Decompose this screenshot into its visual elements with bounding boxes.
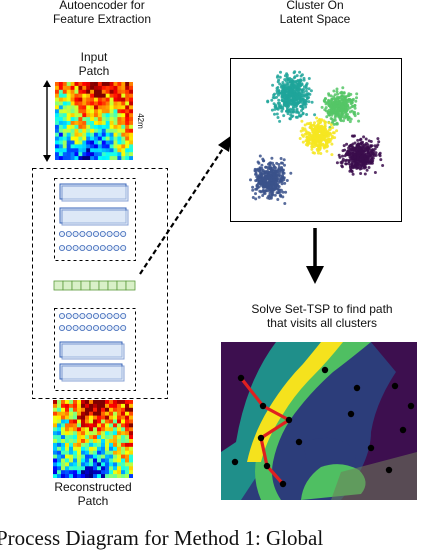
input-patch-label-line2: Patch [78,64,110,78]
reconstructed-patch-label: Reconstructed Patch [38,480,148,508]
scale-label: 42m [136,113,145,129]
tsp-title-line1: Solve Set-TSP to find path [251,302,393,316]
cluster-title-line2: Latent Space [279,12,351,26]
down-arrow [304,226,326,286]
reconstructed-patch-label-line2: Patch [77,494,109,508]
input-patch-label-line1: Input [80,50,108,64]
input-patch-image [55,82,133,160]
latent-space-scatter [230,58,402,222]
cluster-title-line1: Cluster On [286,0,344,12]
autoencoder-title-line2: Feature Extraction [52,12,152,26]
tsp-title: Solve Set-TSP to find path that visits a… [222,302,422,330]
reconstructed-patch-image [53,400,133,478]
diagonal-arrow [130,130,240,280]
tsp-title-line2: that visits all clusters [266,316,378,330]
cluster-title: Cluster On Latent Space [250,0,380,26]
figure-caption: Process Diagram for Method 1: Global [0,526,324,550]
autoencoder-title-line1: Autoencoder for [59,0,145,12]
tsp-cluster-map [221,342,417,500]
autoencoder-network [32,168,168,400]
scale-bar [40,80,54,162]
autoencoder-title: Autoencoder for Feature Extraction [32,0,172,26]
input-patch-label: Input Patch [52,50,136,78]
reconstructed-patch-label-line1: Reconstructed [54,480,132,494]
